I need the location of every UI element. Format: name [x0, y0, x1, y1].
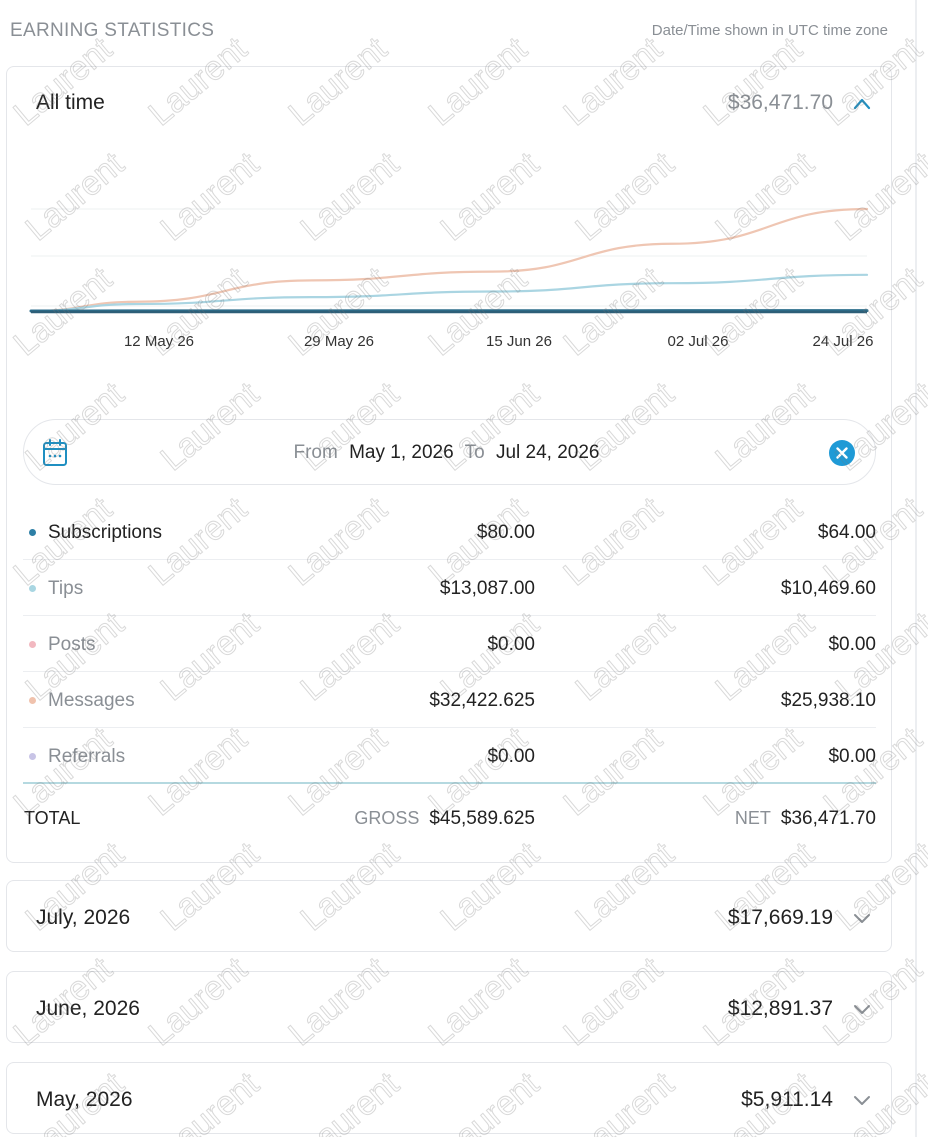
x-tick-label: 15 Jun 26	[486, 333, 552, 350]
breakdown-row-tips: Tips $13,087.00 $10,469.60	[23, 560, 876, 616]
date-range-picker[interactable]: From May 1, 2026 To Jul 24, 2026	[23, 419, 876, 485]
total-label: TOTAL	[24, 808, 81, 828]
calendar-icon[interactable]	[42, 439, 68, 467]
clear-date-range-icon[interactable]	[829, 440, 855, 466]
breakdown-gross: $13,087.00	[439, 578, 535, 599]
breakdown-net: $25,938.10	[780, 690, 876, 711]
right-edge-divider	[915, 0, 917, 1137]
gross-value: $45,589.625	[429, 808, 535, 829]
tips-dot-icon	[29, 585, 36, 592]
to-label: To	[464, 442, 485, 463]
subscriptions-dot-icon	[29, 529, 36, 536]
period-amount: $36,471.70	[727, 91, 833, 114]
chevron-down-icon[interactable]	[851, 1089, 873, 1111]
to-date[interactable]: Jul 24, 2026	[495, 442, 600, 463]
breakdown-row-messages: Messages $32,422.625 $25,938.10	[23, 672, 876, 728]
timezone-note: Date/Time shown in UTC time zone	[651, 22, 888, 39]
series-line-messages	[29, 207, 869, 313]
chevron-down-icon[interactable]	[851, 907, 873, 929]
month-amount: $12,891.37	[727, 997, 833, 1020]
chevron-down-icon[interactable]	[851, 998, 873, 1020]
breakdown-label: Posts	[48, 634, 96, 655]
earnings-breakdown-list: Subscriptions $80.00 $64.00 Tips $13,087…	[23, 504, 876, 784]
x-tick-label: 29 May 26	[304, 333, 374, 350]
month-card-july[interactable]: July, 2026 $17,669.19	[6, 880, 892, 952]
breakdown-label: Referrals	[48, 746, 126, 767]
month-amount: $5,911.14	[741, 1088, 833, 1111]
breakdown-net: $0.00	[828, 634, 876, 655]
series-line-tips	[29, 273, 869, 313]
x-tick-label: 24 Jul 26	[813, 333, 874, 350]
breakdown-net: $0.00	[828, 746, 876, 767]
month-card-june[interactable]: June, 2026 $12,891.37	[6, 971, 892, 1043]
breakdown-label: Subscriptions	[48, 522, 163, 543]
breakdown-net: $10,469.60	[780, 578, 876, 599]
month-title: May, 2026	[36, 1088, 133, 1111]
total-net: NET $36,471.70	[735, 808, 876, 830]
net-label: NET	[734, 808, 771, 828]
month-amount: $17,669.19	[727, 906, 833, 929]
total-gross: GROSS $45,589.625	[354, 808, 535, 830]
breakdown-gross: $0.00	[487, 746, 535, 767]
period-label: All time	[36, 91, 105, 114]
month-title: July, 2026	[36, 906, 131, 929]
earnings-line-chart: 12 May 26 29 May 26 15 Jun 26 02 Jul 26 24 J…	[29, 207, 874, 350]
posts-dot-icon	[29, 641, 36, 648]
breakdown-gross: $32,422.625	[429, 690, 535, 711]
from-date[interactable]: May 1, 2026	[349, 442, 454, 463]
page-title: EARNING STATISTICS	[10, 20, 215, 41]
breakdown-row-referrals: Referrals $0.00 $0.00	[23, 728, 876, 784]
referrals-dot-icon	[29, 753, 36, 760]
month-title: June, 2026	[36, 997, 140, 1020]
breakdown-row-subscriptions: Subscriptions $80.00 $64.00	[23, 504, 876, 560]
breakdown-net: $64.00	[817, 522, 876, 543]
from-label: From	[293, 442, 338, 463]
breakdown-gross: $0.00	[487, 634, 535, 655]
breakdown-label: Tips	[48, 578, 84, 599]
x-tick-label: 12 May 26	[124, 333, 194, 350]
breakdown-label: Messages	[48, 690, 135, 711]
month-card-may[interactable]: May, 2026 $5,911.14	[6, 1062, 892, 1134]
gross-label: GROSS	[354, 808, 420, 828]
breakdown-row-posts: Posts $0.00 $0.00	[23, 616, 876, 672]
x-tick-label: 02 Jul 26	[668, 333, 729, 350]
date-range-text: From May 1, 2026 To Jul 24, 2026	[24, 442, 875, 464]
net-value: $36,471.70	[780, 808, 876, 829]
breakdown-gross: $80.00	[476, 522, 535, 543]
chevron-up-icon[interactable]	[851, 93, 873, 115]
all-time-card: All time $36,471.70 12 May 26 29 May 26 15…	[6, 66, 892, 863]
total-row: TOTAL GROSS $45,589.625 NET $36,471.70	[23, 805, 876, 845]
messages-dot-icon	[29, 697, 36, 704]
